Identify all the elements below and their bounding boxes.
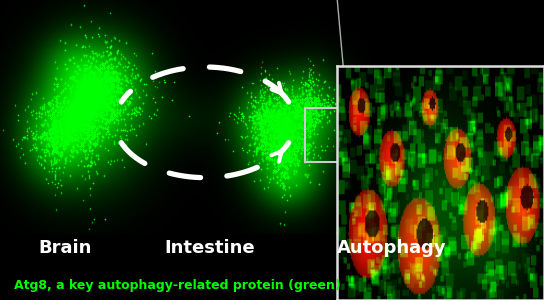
- Text: Autophagy: Autophagy: [337, 239, 447, 257]
- Text: Atg8, a key autophagy-related protein (green): Atg8, a key autophagy-related protein (g…: [14, 279, 341, 292]
- Bar: [305, 109, 347, 162]
- Text: Brain: Brain: [38, 239, 91, 257]
- Text: Intestine: Intestine: [164, 239, 255, 257]
